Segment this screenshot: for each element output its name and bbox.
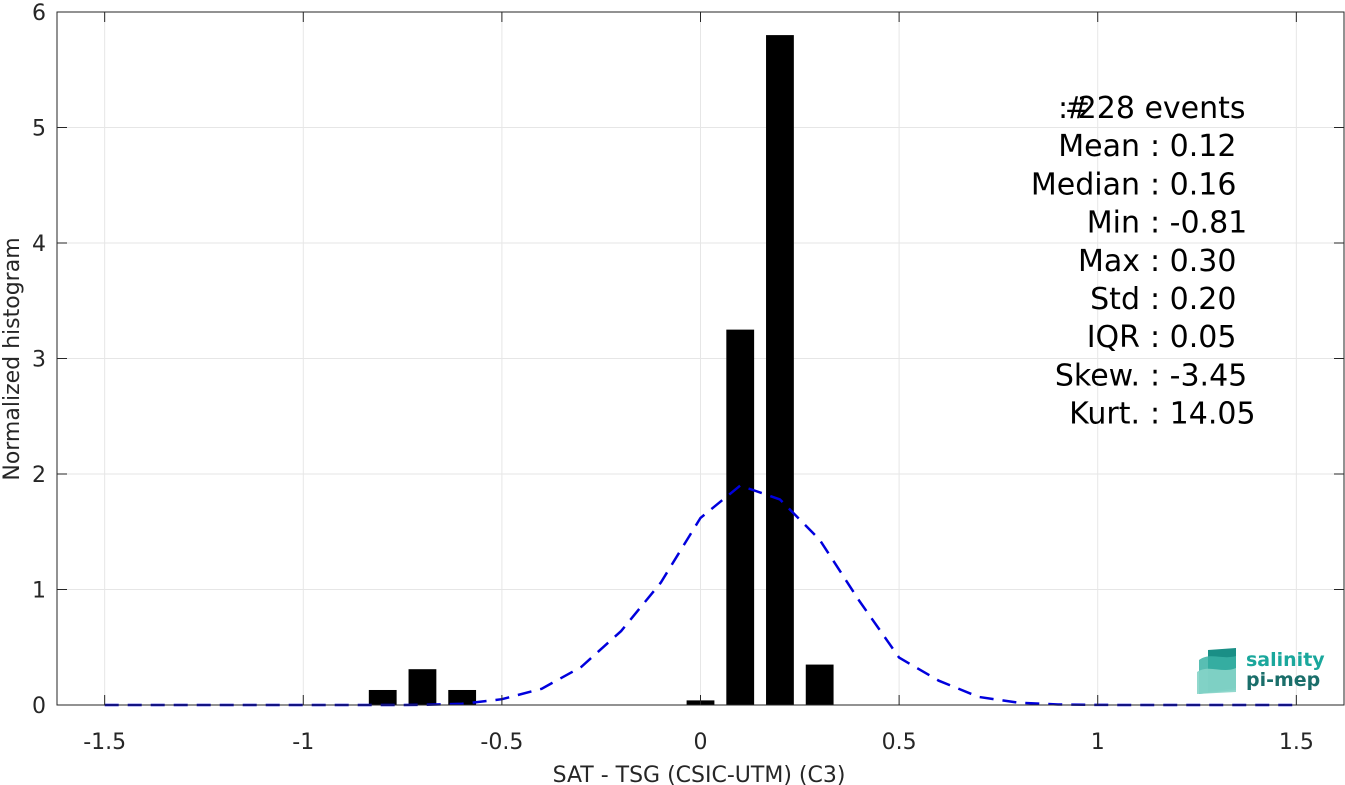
stat-label: Kurt.	[1069, 397, 1140, 432]
y-tick-label: 2	[32, 463, 46, 488]
histogram-bar	[368, 689, 397, 705]
histogram-bar	[766, 35, 794, 706]
y-tick-label: 3	[32, 348, 46, 373]
logo-text-salinity: salinity	[1246, 649, 1325, 671]
axes	[56, 11, 1345, 706]
histogram-bar	[726, 329, 755, 705]
stat-value: : 14.05	[1150, 397, 1256, 432]
stat-label: Median	[1031, 167, 1140, 202]
stat-value: : 0.30	[1150, 244, 1236, 279]
y-tick-label: 1	[32, 579, 46, 604]
stat-label: Min	[1087, 206, 1140, 241]
stat-label: Max	[1078, 244, 1140, 279]
stat-value: : 0.05	[1150, 320, 1236, 355]
x-tick-label: 0	[694, 730, 708, 755]
stat-value: : 0.12	[1150, 129, 1236, 164]
logo-text-pi-mep: pi-mep	[1246, 669, 1320, 691]
histogram-bar	[448, 689, 477, 705]
stat-label: Mean	[1058, 129, 1140, 164]
histogram-bar	[805, 664, 834, 705]
x-tick-label: -0.5	[480, 730, 523, 755]
y-tick-label: 0	[32, 694, 46, 719]
salinity-pi-mep-logo: salinity pi-mep	[1197, 648, 1325, 694]
x-tick-label: -1.5	[83, 730, 126, 755]
stat-value: : -0.81	[1150, 206, 1247, 241]
x-tick-label: -1	[292, 730, 314, 755]
y-axis-label: Normalized histogram	[0, 237, 25, 480]
wave-logo-icon	[1197, 648, 1236, 694]
stat-label: Skew.	[1055, 358, 1140, 393]
bars	[368, 35, 834, 706]
stat-value: : 0.20	[1150, 282, 1236, 317]
stat-label: IQR	[1087, 320, 1140, 355]
stat-label: #	[1065, 91, 1090, 126]
stat-value: : -3.45	[1150, 358, 1247, 393]
histogram-bar	[408, 669, 437, 705]
tick-labels: -1.5 -1 -0.5 0 0.5 1 1.5 0 1 2 3 4 5 6	[32, 1, 1314, 755]
x-tick-label: 1.5	[1279, 730, 1314, 755]
x-axis-label: SAT - TSG (CSIC-UTM) (C3)	[553, 763, 846, 785]
y-tick-label: 4	[32, 232, 46, 257]
y-tick-label: 5	[32, 117, 46, 142]
x-tick-label: 0.5	[882, 730, 917, 755]
y-tick-label: 6	[32, 1, 46, 26]
stat-value: : 0.16	[1150, 167, 1236, 202]
stat-label: Std	[1090, 282, 1140, 317]
x-tick-label: 1	[1091, 730, 1105, 755]
stat-value: : 228 events	[1058, 91, 1246, 126]
